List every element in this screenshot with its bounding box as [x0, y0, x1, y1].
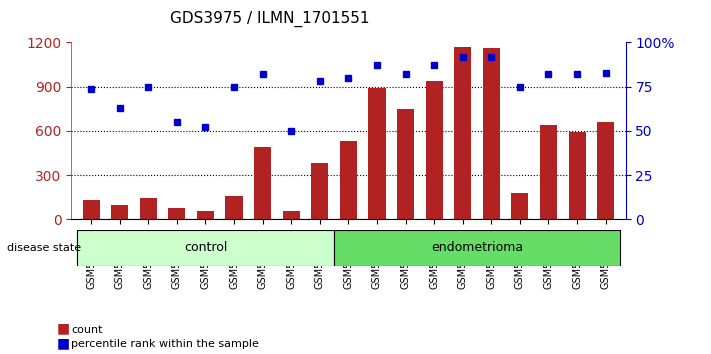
FancyBboxPatch shape — [77, 230, 334, 266]
Bar — [82, 200, 100, 219]
Bar — [169, 208, 186, 219]
Bar — [454, 47, 471, 219]
Text: ■: ■ — [57, 336, 70, 350]
Text: endometrioma: endometrioma — [431, 241, 523, 254]
Bar — [283, 211, 300, 219]
Bar — [225, 196, 242, 219]
Text: ■: ■ — [57, 322, 70, 336]
Bar — [426, 81, 443, 219]
Bar — [340, 141, 357, 219]
Bar — [540, 125, 557, 219]
Text: percentile rank within the sample: percentile rank within the sample — [71, 339, 259, 349]
Bar — [368, 88, 385, 219]
Text: control: control — [183, 241, 227, 254]
Bar — [139, 198, 157, 219]
Bar — [197, 211, 214, 219]
Bar — [111, 205, 128, 219]
Bar — [597, 122, 614, 219]
Text: count: count — [71, 325, 102, 335]
Bar — [483, 48, 500, 219]
Bar — [569, 132, 586, 219]
FancyBboxPatch shape — [334, 230, 620, 266]
Bar — [511, 193, 528, 219]
Text: disease state: disease state — [7, 243, 85, 253]
Bar — [397, 109, 414, 219]
Text: GDS3975 / ILMN_1701551: GDS3975 / ILMN_1701551 — [171, 11, 370, 27]
Bar — [254, 147, 271, 219]
Bar — [311, 164, 328, 219]
